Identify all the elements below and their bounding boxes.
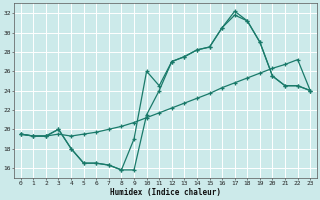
X-axis label: Humidex (Indice chaleur): Humidex (Indice chaleur): [110, 188, 221, 197]
